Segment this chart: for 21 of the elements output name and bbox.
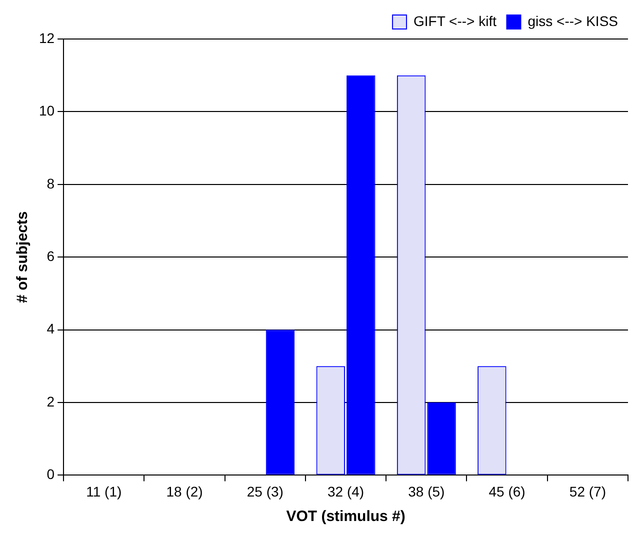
legend-label: giss <--> KISS xyxy=(528,12,618,29)
x-tick-label: 45 (6) xyxy=(488,483,526,500)
y-tick-label: 8 xyxy=(46,175,55,192)
y-tick-label: 10 xyxy=(38,102,55,119)
x-tick-label: 18 (2) xyxy=(166,483,203,500)
x-tick-label: 32 (4) xyxy=(327,483,364,500)
x-tick-label: 52 (7) xyxy=(569,483,606,500)
y-tick-label: 0 xyxy=(46,466,55,482)
x-tick-label: 25 (3) xyxy=(246,483,284,500)
legend-label: GIFT <--> kift xyxy=(414,12,497,29)
bar xyxy=(427,402,456,475)
bar xyxy=(346,75,376,475)
x-tick-label: 38 (5) xyxy=(408,483,445,500)
x-tick-label: 11 (1) xyxy=(86,483,122,500)
y-axis-title: # of subjects xyxy=(14,211,32,303)
y-tick-label: 6 xyxy=(46,248,55,264)
y-tick-label: 12 xyxy=(38,30,55,46)
bar xyxy=(266,330,295,475)
y-tick-label: 2 xyxy=(46,393,55,410)
y-tick-label: 4 xyxy=(46,320,55,337)
x-axis-title: VOT (stimulus #) xyxy=(286,508,406,526)
